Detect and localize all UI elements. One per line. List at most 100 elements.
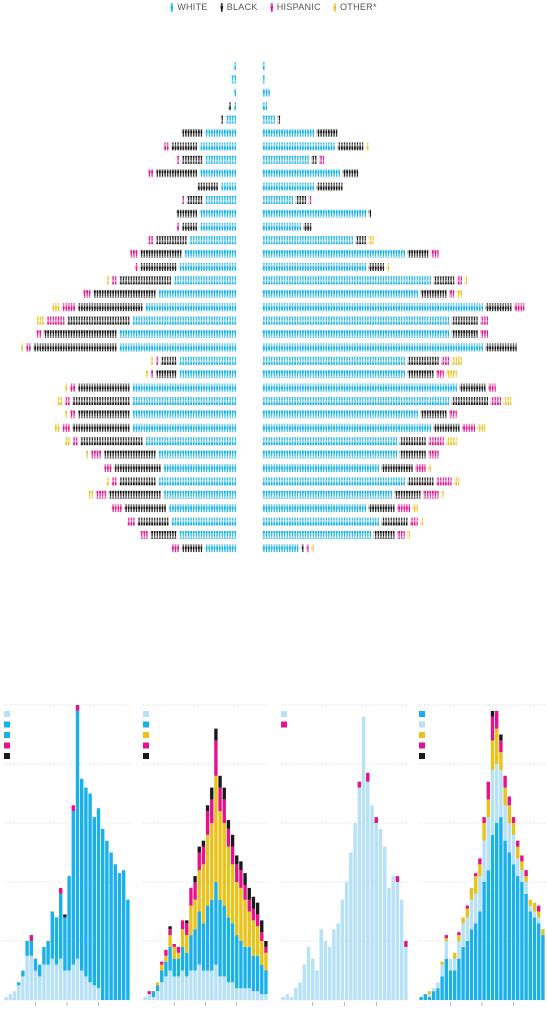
icon-group xyxy=(62,423,70,432)
bar-segment xyxy=(235,864,239,882)
legend-item: HISPANIC xyxy=(270,2,321,12)
bar-segment xyxy=(482,823,486,841)
icon-group xyxy=(446,437,457,446)
icon-group xyxy=(36,316,44,325)
icon-group xyxy=(399,437,426,446)
bar-segment xyxy=(46,941,50,965)
bar-segment xyxy=(197,964,201,1000)
icon-group xyxy=(137,517,169,526)
bar-segment xyxy=(469,929,474,1000)
bar-segment xyxy=(29,955,33,1000)
bar-segment xyxy=(264,952,268,971)
bar-segment xyxy=(80,970,84,1000)
icon-group xyxy=(428,450,439,459)
bar-segment xyxy=(235,935,239,989)
bar-segment xyxy=(122,870,126,1000)
icon-group xyxy=(485,343,517,352)
bar-segment xyxy=(176,946,181,953)
bar-segment xyxy=(67,876,71,971)
bar-segment xyxy=(147,991,151,995)
icon-group xyxy=(300,544,304,553)
icon-group xyxy=(262,383,457,392)
bar-segment xyxy=(448,958,453,971)
bar-segment xyxy=(172,958,176,977)
bar-segment xyxy=(524,893,528,1000)
bar-segment xyxy=(239,861,243,871)
icon-group xyxy=(139,249,182,258)
icon-group xyxy=(103,464,112,472)
icon-group xyxy=(420,410,447,419)
icon-group xyxy=(33,343,117,352)
icon-group xyxy=(147,169,153,178)
icon-group xyxy=(430,249,439,258)
icon-group xyxy=(262,289,418,298)
bar-segment xyxy=(205,805,210,812)
bar-segment xyxy=(247,887,251,900)
icon-group xyxy=(150,356,154,365)
bar-segment xyxy=(349,852,353,1000)
bar-segment xyxy=(264,970,268,995)
bar-segment xyxy=(21,976,25,1000)
bar-segment xyxy=(520,855,524,862)
bar-segment xyxy=(357,781,362,788)
bar-segment xyxy=(395,876,400,882)
icon-group xyxy=(119,343,236,352)
bar-segment xyxy=(490,834,495,1000)
icon-group xyxy=(145,437,236,446)
icon-group xyxy=(155,356,159,365)
bar-segment xyxy=(96,808,101,989)
bar-segment xyxy=(315,970,319,1000)
icon-group xyxy=(262,450,398,459)
bar-segment xyxy=(461,923,465,947)
bar-segment xyxy=(419,997,423,1000)
legend-swatch xyxy=(419,732,425,738)
icon-group xyxy=(262,330,450,338)
icon-group xyxy=(262,370,405,379)
bar-segment xyxy=(88,793,92,983)
legend-swatch xyxy=(281,721,287,728)
bar-segment xyxy=(461,946,465,1000)
bar-segment xyxy=(528,899,532,906)
icon-group xyxy=(262,437,398,446)
bar-segment xyxy=(507,796,511,806)
icon-group xyxy=(225,115,236,124)
icon-group xyxy=(119,477,156,486)
bar-segment xyxy=(374,823,378,1000)
icon-group xyxy=(277,115,281,124)
bar-segment xyxy=(155,985,160,992)
bar-segment xyxy=(340,899,345,1000)
icon-group xyxy=(262,236,353,245)
icon-group xyxy=(262,88,270,97)
bar-segment xyxy=(214,882,218,965)
icon-group xyxy=(368,236,374,245)
bar-segment xyxy=(507,805,511,823)
icon-group xyxy=(368,504,395,513)
icon-group xyxy=(407,531,410,539)
bar-segment xyxy=(84,976,88,1000)
legend-swatch xyxy=(419,721,425,728)
bar-segment xyxy=(222,799,226,823)
icon-group xyxy=(262,62,265,70)
bar-segment xyxy=(404,941,408,947)
icon-group xyxy=(490,397,501,405)
icon-group xyxy=(150,531,177,539)
bar-segment xyxy=(172,976,176,1000)
bar-segment xyxy=(243,946,247,989)
bar-segment xyxy=(503,840,507,1000)
bar-segment xyxy=(507,823,511,853)
icon-group xyxy=(464,276,468,285)
icon-group xyxy=(488,383,496,392)
bar-segment xyxy=(235,855,239,865)
icon-group xyxy=(158,477,236,486)
bar-segment xyxy=(465,908,469,918)
icon-group xyxy=(77,303,143,312)
icon-group xyxy=(95,490,107,499)
icon-group xyxy=(355,236,366,245)
bar-segment xyxy=(63,914,67,918)
bar-segment xyxy=(63,917,67,971)
legend-icon xyxy=(220,2,223,12)
icon-group xyxy=(368,263,385,271)
bar-segment xyxy=(453,970,457,1000)
icon-group xyxy=(72,397,130,405)
icon-group xyxy=(119,276,172,285)
